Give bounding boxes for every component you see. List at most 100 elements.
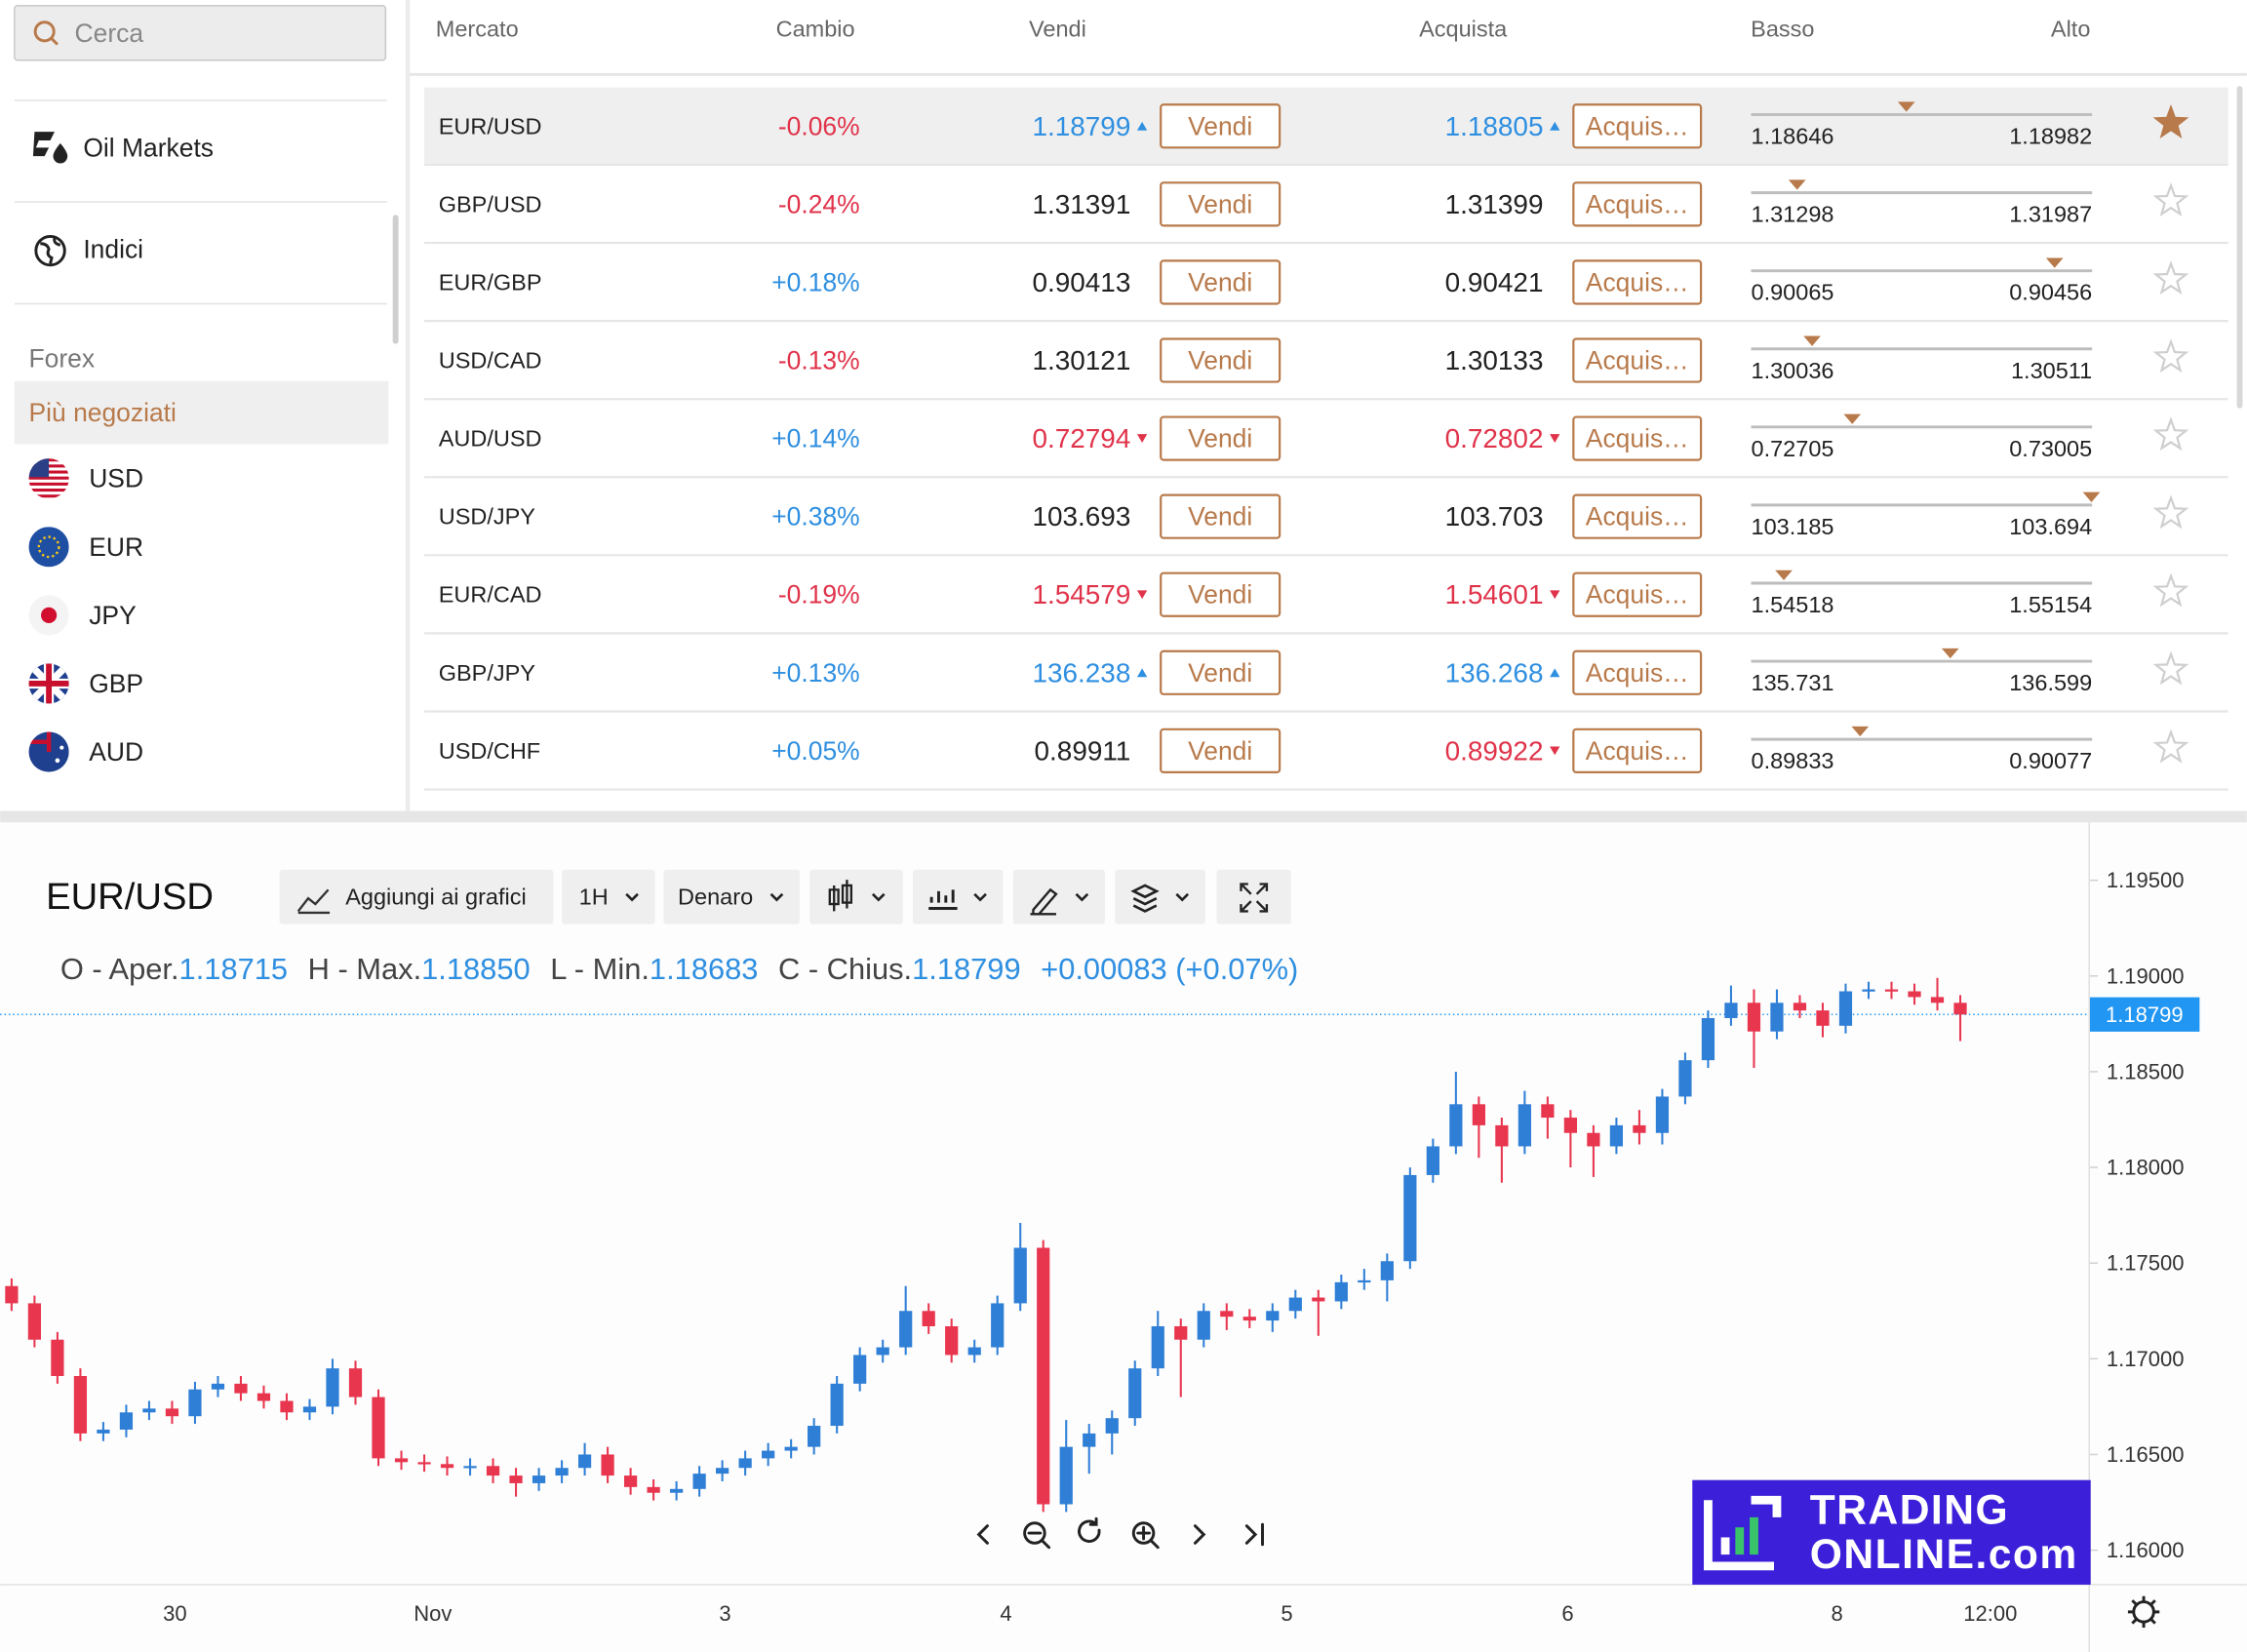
ohlc-label: O - Aper. [60,952,179,986]
table-row[interactable]: EUR/CAD -0.19% 1.54579 Vendi 1.54601 Acquis… 1… [424,570,2228,635]
sell-button-label[interactable]: Vendi [1188,346,1252,375]
selected-item-bg [14,380,389,445]
favorite-star[interactable] [2152,650,2189,686]
trend-arrow [1136,434,1148,443]
sell-button-label[interactable]: Vendi [1188,111,1252,140]
search-box[interactable] [14,5,387,61]
toolbar-button[interactable] [562,869,655,924]
candle-body [280,1400,294,1413]
buy-button-label[interactable]: Acquis… [1586,346,1689,375]
scroll-left[interactable] [976,1524,989,1545]
reset[interactable] [1078,1516,1101,1543]
table-row[interactable]: USD/CAD -0.13% 1.30121 Vendi 1.30133 Acquis… 1… [424,335,2228,401]
candle-body [1793,1003,1807,1011]
toolbar-button[interactable] [1115,869,1205,924]
toolbar-button[interactable] [1012,869,1105,924]
sell-button[interactable] [1160,181,1281,227]
sell-button-label[interactable]: Vendi [1188,658,1252,688]
sell-button-label[interactable]: Vendi [1188,424,1252,453]
table-row[interactable]: GBP/JPY +0.13% 136.238 Vendi 136.268 Acquis… 1… [424,648,2228,713]
sell-button[interactable] [1160,728,1281,774]
sell-button-label[interactable]: Vendi [1188,502,1252,531]
zoom-in[interactable] [1131,1521,1160,1550]
y-tick-label: 1.19500 [2107,868,2185,892]
buy-button-label[interactable]: Acquis… [1586,580,1689,610]
buy-button[interactable] [1572,103,1703,149]
currency-label[interactable]: AUD [89,737,143,767]
sell-button[interactable] [1160,493,1281,539]
buy-button-label[interactable]: Acquis… [1586,502,1689,531]
low-price: 103.185 [1752,514,1834,539]
toolbar-label[interactable]: Denaro [678,885,753,910]
favorite-star[interactable] [2152,260,2189,295]
currency-label[interactable]: EUR [89,532,143,562]
chevron [1075,892,1089,902]
favorite-star[interactable] [2152,104,2189,138]
favorite-star[interactable] [2152,338,2189,374]
flag [28,458,69,499]
toolbar-label[interactable]: 1H [579,885,609,910]
range-marker [2082,492,2101,502]
sell-button-label[interactable]: Vendi [1188,580,1252,610]
toolbar-button[interactable] [663,869,800,924]
buy-button[interactable] [1572,337,1703,383]
table-row[interactable]: USD/CHF +0.05% 0.89911 Vendi 0.89922 Acquis… 0… [424,726,2228,791]
market-table: Mercato Cambio Vendi Acquista Basso Alto EUR/U… [424,16,2228,791]
toolbar-button[interactable] [279,869,554,924]
currency-label[interactable]: USD [89,464,143,493]
favorite-star[interactable] [2152,494,2189,530]
candle-body [1013,1247,1027,1304]
sidebar-item[interactable]: Oil Markets [83,133,214,162]
table-row[interactable]: USD/JPY +0.38% 103.693 Vendi 103.703 Acquis… 1… [424,492,2228,557]
buy-button[interactable] [1572,415,1703,461]
buy-button-label[interactable]: Acquis… [1586,189,1689,218]
table-row[interactable]: EUR/USD -0.06% 1.18799 Vendi 1.18805 Acquis… 1… [424,87,2228,167]
sell-button-label[interactable]: Vendi [1188,189,1252,218]
buy-button-label[interactable]: Acquis… [1586,658,1689,688]
sell-button[interactable] [1160,571,1281,617]
toolbar-button[interactable] [913,869,1004,924]
gear [2127,1595,2160,1629]
table-row[interactable]: GBP/USD -0.24% 1.31391 Vendi 1.31399 Acquis… 1… [424,179,2228,245]
sell-price: 103.693 [1032,501,1130,531]
buy-button[interactable] [1572,181,1703,227]
sell-button[interactable] [1160,337,1281,383]
sidebar-selected[interactable]: Più negoziati [29,398,177,427]
buy-button[interactable] [1572,259,1703,305]
buy-button[interactable] [1572,571,1703,617]
sell-button[interactable] [1160,103,1281,149]
sell-button-label[interactable]: Vendi [1188,736,1252,766]
table-row[interactable]: AUD/USD +0.14% 0.72794 Vendi 0.72802 Acquis… 0… [424,413,2228,479]
column-header: Basso [1751,16,1814,41]
scroll-end[interactable] [1244,1522,1264,1547]
flag [28,731,69,772]
table-row[interactable]: EUR/GBP +0.18% 0.90413 Vendi 0.90421 Acquis… 0… [424,257,2228,323]
favorite-star[interactable] [2152,416,2189,452]
sidebar-item[interactable]: Indici [83,235,143,264]
buy-button-label[interactable]: Acquis… [1586,736,1689,766]
favorite-star[interactable] [2152,182,2189,217]
buy-button[interactable] [1572,649,1703,695]
toolbar-button[interactable] [809,869,903,924]
toolbar-button[interactable] [1216,869,1291,924]
currency-label[interactable]: GBP [89,669,143,698]
settings-icon[interactable] [2127,1595,2160,1629]
sell-button-label[interactable]: Vendi [1188,267,1252,296]
buy-button-label[interactable]: Acquis… [1586,111,1689,140]
buy-button-label[interactable]: Acquis… [1586,267,1689,296]
candle-body [1930,997,1945,1003]
buy-button[interactable] [1572,728,1703,774]
sell-button[interactable] [1160,649,1281,695]
sell-button[interactable] [1160,415,1281,461]
buy-button-label[interactable]: Acquis… [1586,424,1689,453]
favorite-star[interactable] [2152,572,2189,608]
candle-body [555,1468,569,1476]
sell-button[interactable] [1160,259,1281,305]
candle-body [440,1464,454,1469]
buy-button[interactable] [1572,493,1703,539]
favorite-star[interactable] [2152,728,2189,764]
currency-label[interactable]: JPY [89,601,137,630]
toolbar-label[interactable]: Aggiungi ai grafici [345,885,527,910]
zoom-out[interactable] [1023,1521,1051,1550]
scroll-right[interactable] [1193,1524,1206,1545]
